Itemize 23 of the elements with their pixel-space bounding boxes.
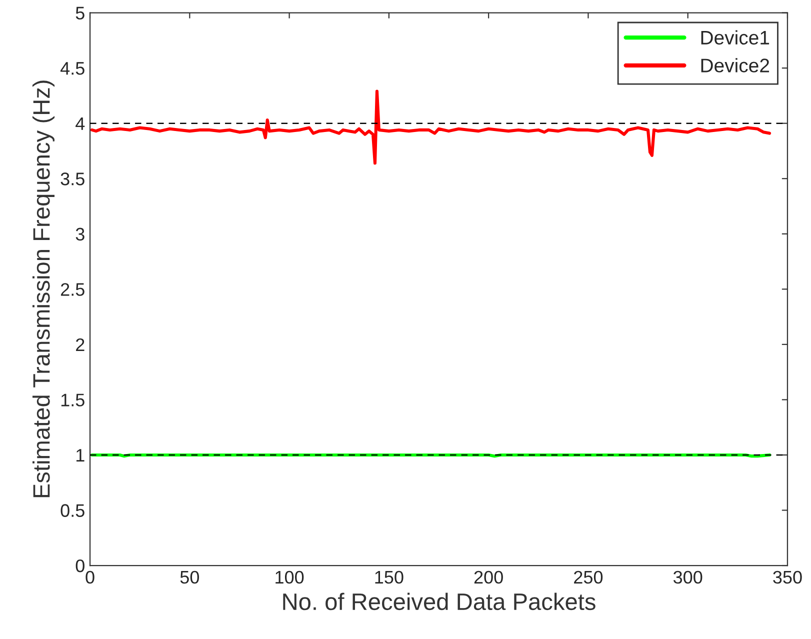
x-tick-label: 250 xyxy=(574,570,603,584)
x-axis-title: No. of Received Data Packets xyxy=(283,592,596,610)
y-tick-label: 4 xyxy=(76,117,85,130)
legend-label: Device2 xyxy=(701,58,770,72)
y-tick-label: 3.5 xyxy=(60,172,84,186)
x-tick-label: 300 xyxy=(673,570,702,584)
legend-label: Device1 xyxy=(701,30,770,45)
y-tick-label: 0.5 xyxy=(60,504,84,517)
y-tick-label: 4.5 xyxy=(60,62,84,75)
y-tick-label: 2 xyxy=(76,338,84,351)
x-tick-label: 200 xyxy=(474,570,503,584)
y-axis-title: Estimated Transmission Frequency (Hz) xyxy=(32,80,55,498)
y-tick-label: 3 xyxy=(76,228,84,241)
y-tick-label: 0 xyxy=(76,559,84,572)
x-tick-label: 100 xyxy=(276,570,304,584)
y-tick-label: 1 xyxy=(76,449,84,462)
y-tick-label: 1.5 xyxy=(61,394,84,406)
y-tick-label: 5 xyxy=(76,6,84,20)
y-tick-label: 2.5 xyxy=(60,283,84,296)
x-tick-label: 0 xyxy=(86,570,94,584)
x-tick-label: 50 xyxy=(180,570,199,584)
x-tick-label: 150 xyxy=(375,570,404,584)
x-tick-label: 350 xyxy=(773,570,802,584)
